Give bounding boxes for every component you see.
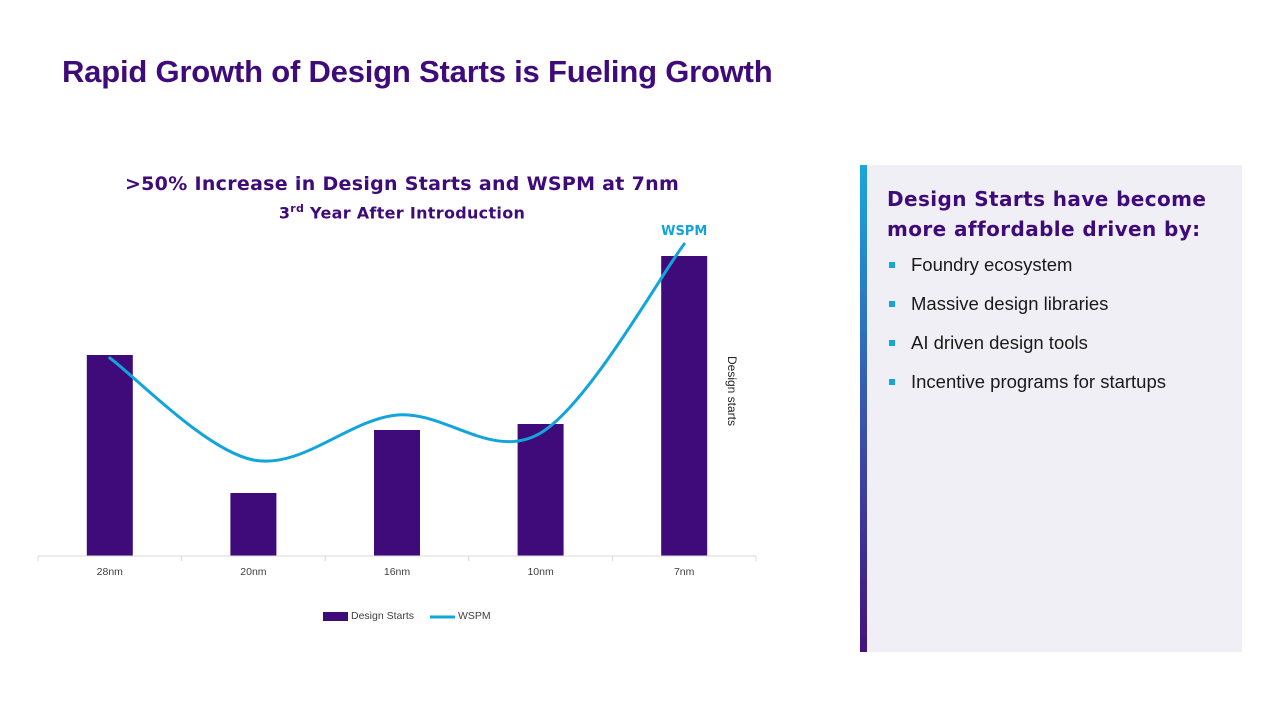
bullet-icon xyxy=(889,379,895,385)
chart-subtitle-sup: rd xyxy=(290,202,305,215)
list-item: Incentive programs for startups xyxy=(887,371,1166,410)
panel-accent-bar xyxy=(860,165,867,652)
list-item: Massive design libraries xyxy=(887,293,1166,332)
list-item: Foundry ecosystem xyxy=(887,254,1166,293)
bar-16nm xyxy=(374,430,420,556)
list-item: AI driven design tools xyxy=(887,332,1166,371)
x-tick-label: 20nm xyxy=(240,566,267,578)
slide-title: Rapid Growth of Design Starts is Fueling… xyxy=(62,54,773,89)
wspm-line-label: WSPM xyxy=(661,224,707,239)
x-tick-label: 16nm xyxy=(384,566,411,578)
list-item-label: Foundry ecosystem xyxy=(911,254,1073,275)
chart: 28nm 20nm 16nm 10nm 7nm WSPM Design starts Desi… xyxy=(37,224,757,622)
legend-label-wspm: WSPM xyxy=(458,610,491,622)
panel-heading: Design Starts have become more affordabl… xyxy=(887,187,1207,241)
x-tick-label: 10nm xyxy=(527,566,554,578)
wspm-line xyxy=(108,242,686,463)
bullet-icon xyxy=(889,301,895,307)
bar-7nm xyxy=(661,256,708,556)
bar-10nm xyxy=(517,424,564,556)
x-tick-label: 7nm xyxy=(674,566,695,578)
bar-28nm xyxy=(86,355,133,556)
bullet-icon xyxy=(889,340,895,346)
bullet-icon xyxy=(889,262,895,268)
panel-list: Foundry ecosystem Massive design librari… xyxy=(887,254,1166,410)
bar-20nm xyxy=(230,493,277,556)
legend-label-design-starts: Design Starts xyxy=(351,610,414,622)
chart-title: >50% Increase in Design Starts and WSPM … xyxy=(124,173,680,195)
chart-subtitle: 3rd Year After Introduction xyxy=(60,202,744,222)
chart-subtitle-suffix: Year After Introduction xyxy=(304,203,526,223)
list-item-label: Massive design libraries xyxy=(911,293,1109,314)
list-item-label: AI driven design tools xyxy=(911,332,1088,353)
x-tick-label: 28nm xyxy=(97,566,124,578)
list-item-label: Incentive programs for startups xyxy=(911,371,1166,392)
y2-axis-label: Design starts xyxy=(725,356,739,426)
chart-subtitle-prefix: 3 xyxy=(278,203,291,223)
legend-swatch-design-starts xyxy=(323,612,348,621)
info-panel: Design Starts have become more affordabl… xyxy=(860,165,1242,652)
